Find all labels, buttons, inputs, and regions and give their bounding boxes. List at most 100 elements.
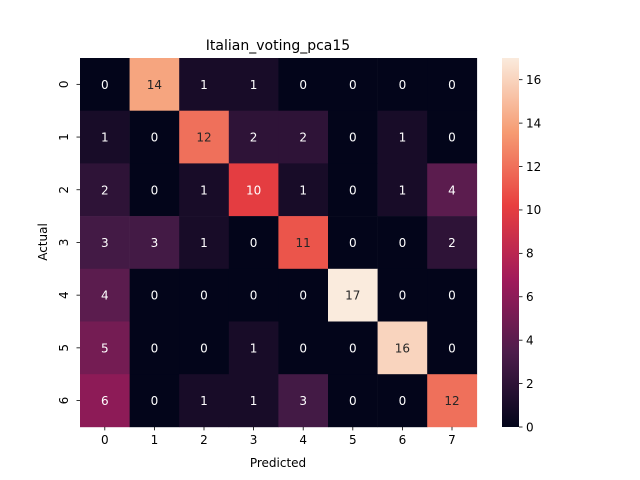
y-axis-ticks: 0 1 2 3 4 5 6	[57, 81, 80, 405]
heatmap-cell	[328, 58, 378, 111]
cell-value-label: 10	[246, 183, 261, 197]
chart-title: Italian_voting_pca15	[206, 38, 350, 54]
heatmap-cell	[377, 163, 428, 217]
heatmap-cell	[228, 321, 279, 375]
cell-value-label: 0	[151, 341, 159, 355]
heatmap-cell	[228, 110, 279, 164]
heatmap-cell	[278, 374, 329, 428]
colorbar-tick-label: 4	[526, 333, 534, 347]
cell-value-label: 1	[200, 394, 208, 408]
cell-value-label: 0	[250, 289, 258, 303]
cell-value-label: 0	[299, 289, 307, 303]
heatmap-cell	[427, 321, 478, 375]
cell-value-label: 16	[395, 341, 410, 355]
x-tick-label: 5	[349, 433, 357, 447]
heatmap-cell	[129, 374, 180, 428]
cell-value-label: 4	[448, 183, 456, 197]
cell-value-label: 0	[250, 236, 258, 250]
y-tick-label: 1	[57, 133, 71, 141]
cell-value-label: 6	[101, 394, 109, 408]
y-tick-label: 0	[57, 81, 71, 89]
cell-value-label: 0	[349, 131, 357, 145]
cell-value-label: 0	[101, 78, 109, 92]
heatmap-cell	[328, 374, 378, 428]
heatmap-cell	[377, 110, 428, 164]
cell-value-label: 0	[299, 78, 307, 92]
cell-value-label: 12	[196, 131, 211, 145]
cell-value-label: 1	[200, 236, 208, 250]
colorbar-tick-label: 8	[526, 247, 534, 261]
heatmap-cell	[427, 110, 478, 164]
heatmap-cell	[228, 163, 279, 217]
cell-value-label: 0	[349, 394, 357, 408]
heatmap-cell	[377, 321, 428, 375]
x-tick-label: 0	[101, 433, 109, 447]
heatmap-cell	[179, 58, 230, 111]
cell-value-label: 1	[250, 341, 258, 355]
heatmap-cell	[129, 110, 180, 164]
heatmap-cell	[179, 216, 230, 270]
cell-value-label: 1	[250, 394, 258, 408]
y-axis-label: Actual	[36, 223, 50, 261]
cell-value-label: 3	[101, 236, 109, 250]
heatmap-cell	[377, 216, 428, 270]
heatmap-cell	[427, 58, 478, 111]
heatmap-cell	[80, 216, 130, 270]
heatmap-cell	[80, 321, 130, 375]
heatmap-cell	[278, 268, 329, 322]
cell-value-label: 0	[200, 289, 208, 303]
cell-value-label: 0	[399, 394, 407, 408]
x-axis-ticks: 0 1 2 3 4 5 6 7	[101, 426, 456, 447]
heatmap-cell	[80, 268, 130, 322]
heatmap-cell	[129, 216, 180, 270]
cell-value-label: 0	[349, 236, 357, 250]
cell-value-label: 2	[448, 236, 456, 250]
cell-value-label: 2	[250, 131, 258, 145]
heatmap-cell	[427, 163, 478, 217]
heatmap-cell	[328, 163, 378, 217]
heatmap-cell	[278, 321, 329, 375]
y-tick-label: 4	[57, 291, 71, 299]
y-tick-label: 6	[57, 397, 71, 405]
cell-value-label: 0	[448, 78, 456, 92]
cell-value-label: 1	[101, 131, 109, 145]
cell-value-label: 17	[345, 289, 360, 303]
x-tick-label: 6	[399, 433, 407, 447]
cell-value-label: 0	[299, 341, 307, 355]
heatmap-cell	[80, 163, 130, 217]
cell-value-label: 3	[299, 394, 307, 408]
cell-value-label: 2	[299, 131, 307, 145]
colorbar-tick-label: 6	[526, 290, 534, 304]
y-tick-label: 5	[57, 344, 71, 352]
colorbar-tick-label: 10	[526, 203, 541, 217]
cell-value-label: 1	[299, 183, 307, 197]
heatmap-cell	[129, 268, 180, 322]
cell-value-label: 1	[250, 78, 258, 92]
heatmap-cell	[179, 374, 230, 428]
heatmap-cell	[129, 321, 180, 375]
heatmap-cell	[80, 58, 130, 111]
cell-value-label: 0	[448, 131, 456, 145]
cell-value-label: 0	[448, 289, 456, 303]
heatmap-cell	[377, 58, 428, 111]
colorbar-tick-label: 14	[526, 116, 541, 130]
cell-value-label: 0	[151, 289, 159, 303]
heatmap-cell	[427, 374, 478, 428]
cell-value-label: 2	[101, 183, 109, 197]
cell-value-label: 0	[151, 394, 159, 408]
y-tick-label: 2	[57, 186, 71, 194]
heatmap-cell	[228, 58, 279, 111]
heatmap-cell	[427, 268, 478, 322]
heatmap-cell	[179, 268, 230, 322]
colorbar-ticks: 0 2 4 6 8 10 12 14 16	[519, 73, 541, 434]
colorbar-tick-label: 16	[526, 73, 541, 87]
cell-value-label: 3	[151, 236, 159, 250]
cell-value-label: 0	[151, 183, 159, 197]
colorbar-tick-label: 0	[526, 420, 534, 434]
cell-value-label: 1	[200, 78, 208, 92]
heatmap-cell	[80, 110, 130, 164]
cell-value-label: 12	[444, 394, 459, 408]
cell-value-label: 4	[101, 289, 109, 303]
cell-value-label: 0	[399, 78, 407, 92]
